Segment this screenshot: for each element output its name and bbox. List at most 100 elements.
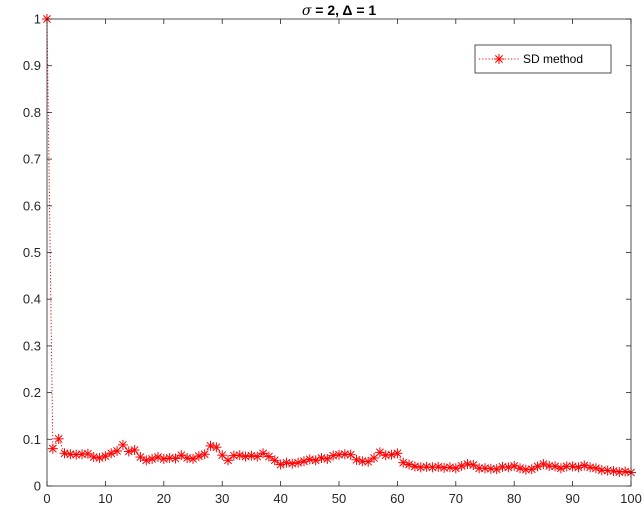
legend: SD method	[474, 44, 612, 74]
marker-stroke	[206, 441, 215, 450]
marker-stroke	[574, 463, 583, 472]
marker-stroke	[212, 443, 221, 452]
marker-stroke	[235, 451, 244, 460]
data-point	[293, 457, 304, 468]
data-point	[474, 463, 485, 474]
marker-stroke	[562, 462, 571, 471]
marker-stroke	[416, 463, 425, 472]
marker-stroke	[259, 449, 268, 458]
marker-stroke	[592, 464, 600, 473]
marker-stroke	[329, 451, 338, 460]
x-tick-label: 80	[507, 491, 521, 506]
marker-stroke	[171, 454, 180, 463]
marker-stroke	[154, 453, 162, 461]
marker-stroke	[177, 451, 186, 460]
marker-stroke	[136, 453, 145, 461]
marker-stroke	[264, 452, 273, 461]
data-point	[544, 460, 555, 471]
data-point	[129, 445, 140, 456]
legend-label: SD method	[523, 52, 583, 66]
marker-stroke	[510, 461, 519, 470]
y-tick-label: 0	[34, 479, 41, 494]
marker-stroke	[253, 452, 262, 461]
title-rest: = 2, Δ = 1	[311, 2, 376, 18]
data-point	[608, 466, 619, 477]
marker-stroke	[521, 465, 530, 474]
marker-stroke	[504, 463, 513, 472]
marker-stroke	[539, 460, 548, 469]
marker-stroke	[469, 461, 478, 469]
data-point	[82, 448, 93, 459]
data-point	[141, 455, 152, 466]
data-point	[170, 453, 181, 464]
data-point	[246, 450, 257, 461]
data-point	[47, 443, 58, 454]
data-point	[258, 448, 269, 459]
marker-stroke	[475, 464, 484, 473]
marker-stroke	[516, 464, 524, 473]
marker-stroke	[194, 452, 203, 461]
y-tick-label: 0.8	[23, 105, 41, 120]
marker-stroke	[218, 451, 227, 460]
chart-title: σ = 2, Δ = 1	[302, 2, 377, 19]
y-tick-label: 0.3	[23, 338, 41, 353]
data-point	[392, 448, 403, 459]
marker-stroke	[457, 461, 466, 470]
marker-stroke	[124, 447, 133, 456]
x-tick-label: 70	[449, 491, 463, 506]
data-point	[223, 455, 234, 466]
marker-stroke	[428, 463, 437, 472]
marker-stroke	[381, 451, 390, 460]
data-point	[53, 433, 64, 444]
marker-stroke	[399, 458, 408, 467]
marker-stroke	[148, 454, 157, 463]
data-point	[205, 440, 216, 451]
marker-stroke	[270, 456, 279, 465]
marker-stroke	[200, 450, 209, 459]
title-sigma: σ	[302, 3, 312, 19]
data-point	[211, 442, 222, 453]
x-tick-label: 90	[565, 491, 579, 506]
y-tick-label: 0.1	[23, 432, 41, 447]
marker-stroke	[229, 451, 238, 460]
marker-stroke	[54, 434, 63, 443]
data-point	[515, 463, 526, 474]
marker-stroke	[48, 444, 57, 453]
x-tick-label: 10	[98, 491, 112, 506]
x-tick-label: 20	[157, 491, 171, 506]
y-tick-label: 0.9	[23, 58, 41, 73]
series-layer	[42, 14, 636, 478]
marker-stroke	[615, 468, 624, 476]
data-point	[538, 459, 549, 470]
marker-stroke	[118, 440, 127, 449]
data-point	[117, 439, 128, 450]
y-tick-label: 0.7	[23, 152, 41, 167]
marker-stroke	[142, 456, 151, 465]
x-tick-label: 60	[390, 491, 404, 506]
marker-stroke	[495, 55, 503, 63]
legend-marker	[494, 54, 504, 64]
marker-stroke	[352, 455, 361, 464]
data-point	[503, 462, 514, 473]
data-point	[252, 451, 263, 462]
data-point	[135, 452, 146, 463]
marker-stroke	[375, 448, 384, 457]
marker-stroke	[78, 450, 86, 459]
marker-stroke	[364, 457, 373, 466]
x-tick-label: 100	[620, 491, 642, 506]
marker-stroke	[276, 460, 285, 469]
marker-stroke	[300, 457, 308, 466]
data-point	[269, 455, 280, 466]
data-point	[404, 459, 415, 470]
data-point	[555, 463, 566, 474]
data-point	[363, 456, 374, 467]
marker-stroke	[130, 446, 139, 454]
marker-stroke	[294, 458, 303, 467]
marker-stroke	[95, 454, 104, 462]
data-point	[263, 451, 274, 462]
legend-marker-glyph	[494, 54, 504, 64]
data-point	[398, 457, 409, 468]
marker-stroke	[440, 463, 449, 472]
marker-stroke	[387, 450, 396, 459]
marker-stroke	[323, 454, 332, 463]
